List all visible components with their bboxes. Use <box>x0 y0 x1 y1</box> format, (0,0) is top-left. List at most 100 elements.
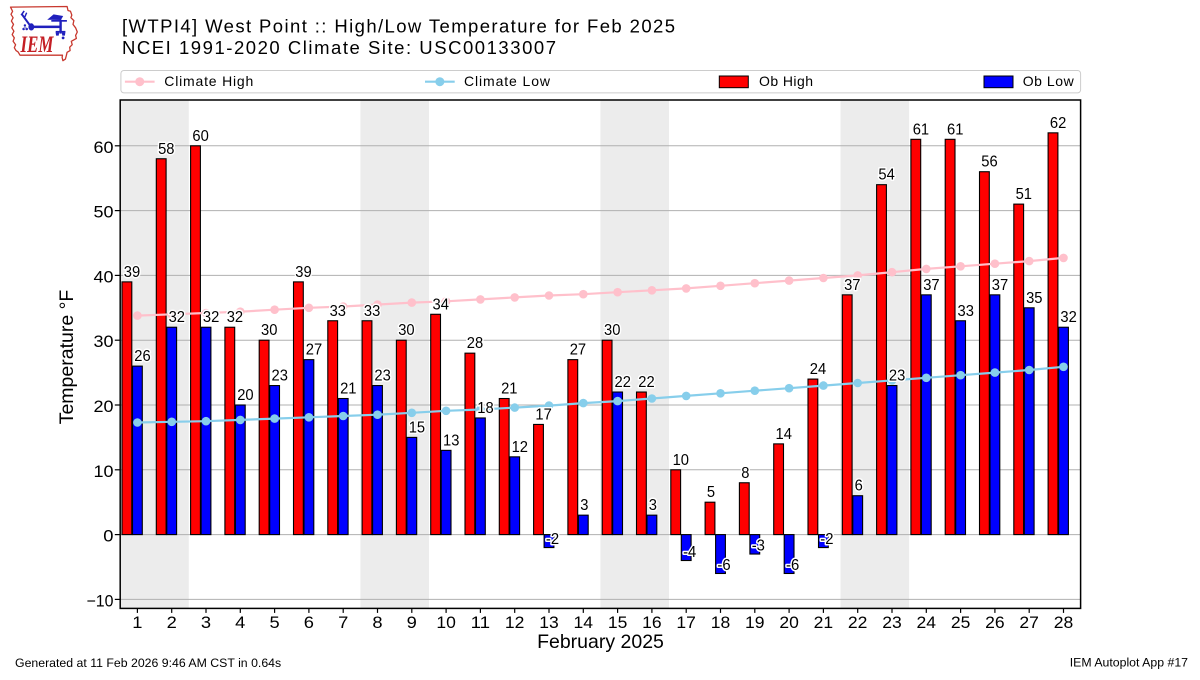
svg-text:34: 34 <box>433 296 450 313</box>
svg-text:23: 23 <box>882 614 902 632</box>
svg-text:56: 56 <box>981 154 998 171</box>
svg-text:23: 23 <box>889 368 906 385</box>
svg-text:8: 8 <box>741 465 749 482</box>
svg-text:2: 2 <box>167 614 177 632</box>
svg-text:Ob High: Ob High <box>759 73 813 89</box>
svg-text:9: 9 <box>407 614 417 632</box>
svg-text:40: 40 <box>94 268 114 286</box>
svg-text:-2: -2 <box>546 531 559 548</box>
svg-text:Climate Low: Climate Low <box>464 73 551 89</box>
svg-text:16: 16 <box>642 614 662 632</box>
svg-text:25: 25 <box>951 614 971 632</box>
svg-text:14: 14 <box>574 614 594 632</box>
svg-text:33: 33 <box>958 303 975 320</box>
svg-text:8: 8 <box>372 614 382 632</box>
svg-text:60: 60 <box>94 139 114 157</box>
svg-text:0: 0 <box>103 528 113 546</box>
svg-text:13: 13 <box>539 614 559 632</box>
svg-text:20: 20 <box>94 398 114 416</box>
svg-text:6: 6 <box>304 614 314 632</box>
svg-text:39: 39 <box>124 264 141 281</box>
svg-text:37: 37 <box>923 277 939 294</box>
svg-text:10: 10 <box>673 452 690 469</box>
svg-text:30: 30 <box>398 322 415 339</box>
svg-text:17: 17 <box>676 614 696 632</box>
svg-text:Temperature °F: Temperature °F <box>56 290 78 425</box>
svg-text:32: 32 <box>1060 309 1076 326</box>
svg-text:27: 27 <box>570 342 586 359</box>
svg-text:IEM: IEM <box>20 32 54 57</box>
svg-text:−10: −10 <box>87 592 114 610</box>
svg-text:-6: -6 <box>786 557 799 574</box>
svg-text:32: 32 <box>227 309 243 326</box>
svg-text:3: 3 <box>649 497 657 514</box>
svg-text:Generated at 11 Feb 2026 9:46: Generated at 11 Feb 2026 9:46 AM CST in … <box>15 656 281 670</box>
svg-text:18: 18 <box>711 614 731 632</box>
svg-text:27: 27 <box>306 342 322 359</box>
svg-text:27: 27 <box>1019 614 1039 632</box>
svg-text:12: 12 <box>505 614 525 632</box>
svg-text:-3: -3 <box>752 538 765 555</box>
svg-text:6: 6 <box>855 478 863 495</box>
svg-text:13: 13 <box>443 432 460 449</box>
svg-text:24: 24 <box>810 361 827 378</box>
svg-text:39: 39 <box>295 264 312 281</box>
svg-text:30: 30 <box>94 333 114 351</box>
svg-text:61: 61 <box>947 121 964 138</box>
svg-text:28: 28 <box>1054 614 1074 632</box>
svg-text:58: 58 <box>158 141 175 158</box>
svg-text:IEM Autoplot App #17: IEM Autoplot App #17 <box>1070 656 1188 670</box>
svg-text:21: 21 <box>501 381 518 398</box>
svg-text:20: 20 <box>237 387 254 404</box>
svg-text:NCEI 1991-2020 Climate Site: U: NCEI 1991-2020 Climate Site: USC00133007 <box>122 37 556 58</box>
svg-text:5: 5 <box>270 614 280 632</box>
svg-text:4: 4 <box>235 614 245 632</box>
svg-text:5: 5 <box>707 484 715 501</box>
svg-text:32: 32 <box>169 309 185 326</box>
svg-text:[WTPI4] West Point :: High/Low: [WTPI4] West Point :: High/Low Temperatu… <box>122 16 675 37</box>
svg-text:50: 50 <box>94 204 114 222</box>
svg-text:26: 26 <box>134 348 151 365</box>
svg-text:37: 37 <box>844 277 860 294</box>
svg-text:22: 22 <box>638 374 654 391</box>
svg-text:21: 21 <box>814 614 834 632</box>
svg-text:3: 3 <box>580 497 588 514</box>
svg-text:54: 54 <box>878 167 895 184</box>
svg-text:Climate High: Climate High <box>164 73 253 89</box>
svg-text:30: 30 <box>604 322 621 339</box>
svg-text:61: 61 <box>913 121 930 138</box>
svg-text:17: 17 <box>535 406 551 423</box>
svg-text:11: 11 <box>471 614 491 632</box>
svg-text:Ob Low: Ob Low <box>1023 73 1075 89</box>
svg-text:12: 12 <box>512 439 528 456</box>
svg-text:23: 23 <box>272 368 289 385</box>
svg-text:21: 21 <box>340 381 357 398</box>
svg-text:-6: -6 <box>717 557 730 574</box>
svg-text:28: 28 <box>467 335 484 352</box>
svg-text:3: 3 <box>201 614 211 632</box>
svg-text:26: 26 <box>985 614 1005 632</box>
svg-text:30: 30 <box>261 322 278 339</box>
svg-text:24: 24 <box>917 614 937 632</box>
svg-text:-2: -2 <box>820 531 833 548</box>
svg-text:22: 22 <box>848 614 868 632</box>
svg-text:33: 33 <box>330 303 347 320</box>
svg-text:-4: -4 <box>683 544 696 561</box>
svg-text:10: 10 <box>436 614 456 632</box>
svg-text:35: 35 <box>1026 290 1043 307</box>
svg-text:60: 60 <box>192 128 209 145</box>
svg-text:19: 19 <box>745 614 765 632</box>
svg-text:February 2025: February 2025 <box>537 631 664 653</box>
svg-text:23: 23 <box>374 368 391 385</box>
svg-text:32: 32 <box>203 309 219 326</box>
svg-text:33: 33 <box>364 303 381 320</box>
svg-text:1: 1 <box>132 614 142 632</box>
svg-text:51: 51 <box>1016 186 1033 203</box>
svg-text:15: 15 <box>608 614 628 632</box>
svg-text:14: 14 <box>776 426 793 443</box>
svg-text:37: 37 <box>992 277 1008 294</box>
svg-text:62: 62 <box>1050 115 1066 132</box>
svg-text:22: 22 <box>615 374 631 391</box>
svg-text:18: 18 <box>477 400 494 417</box>
svg-text:7: 7 <box>338 614 348 632</box>
